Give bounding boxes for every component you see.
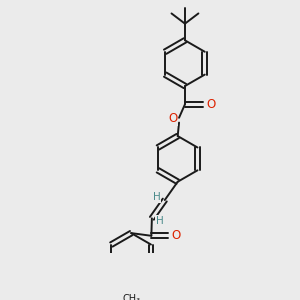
Text: H: H <box>155 216 163 226</box>
Text: O: O <box>169 112 178 125</box>
Text: CH₃: CH₃ <box>122 294 140 300</box>
Text: O: O <box>206 98 215 111</box>
Text: O: O <box>171 229 180 242</box>
Text: H: H <box>153 192 160 202</box>
